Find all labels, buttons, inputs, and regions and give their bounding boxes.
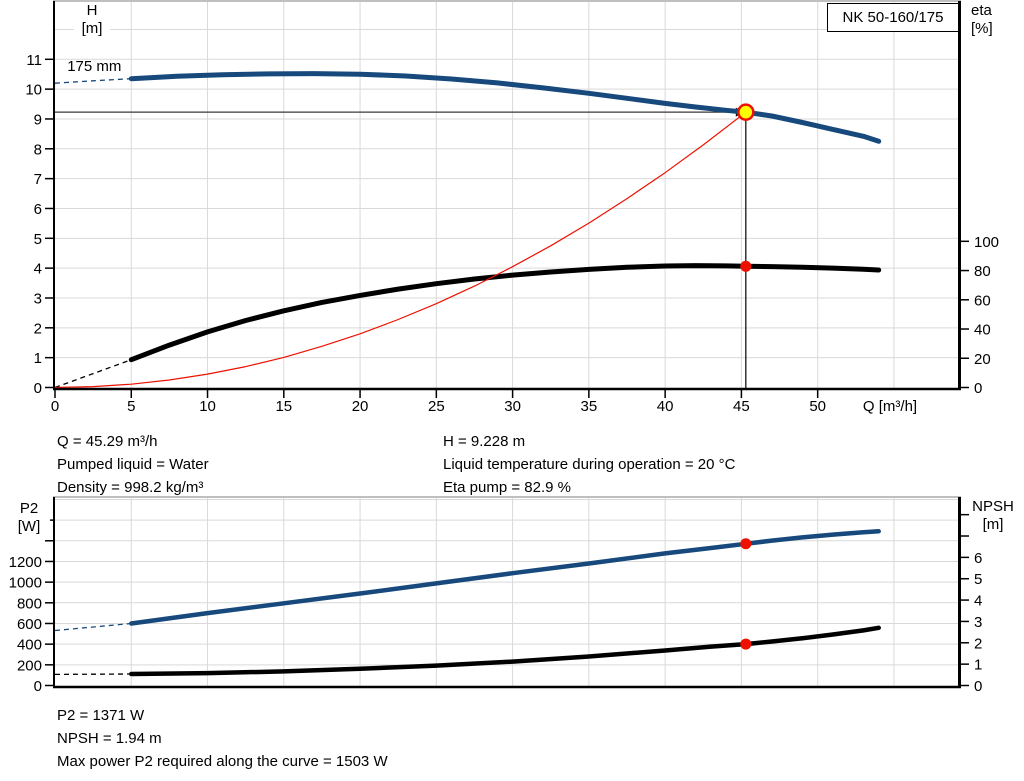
svg-text:6: 6 — [34, 201, 42, 218]
info-line-npsh: NPSH = 1.94 m — [57, 730, 162, 747]
svg-text:5: 5 — [34, 231, 42, 248]
svg-text:8: 8 — [34, 141, 42, 158]
p2-curve-dashed — [54, 622, 132, 632]
duty-info-left: Q = 45.29 m³/h Pumped liquid = Water Den… — [57, 430, 209, 499]
x-axis-label: Q [m³/h] — [863, 398, 917, 415]
svg-text:5: 5 — [974, 571, 982, 588]
svg-text:35: 35 — [581, 398, 598, 415]
info-line-density: Density = 998.2 kg/m³ — [57, 479, 204, 496]
svg-text:0: 0 — [974, 678, 982, 695]
svg-text:1: 1 — [974, 657, 982, 674]
p2-npsh-chart-right-ticks: 0 1 2 3 4 5 6 — [961, 513, 982, 695]
svg-text:0: 0 — [51, 398, 59, 415]
svg-text:400: 400 — [17, 637, 42, 654]
p2-curve — [129, 529, 881, 626]
svg-text:20: 20 — [352, 398, 369, 415]
qh-eta-chart-grid — [55, 2, 958, 388]
svg-text:1: 1 — [34, 350, 42, 367]
svg-text:0: 0 — [34, 678, 42, 695]
svg-text:11: 11 — [26, 52, 42, 69]
p2-npsh-chart-left-ticks: 0 200 400 600 800 1000 1200 — [9, 519, 53, 695]
info-line-temperature: Liquid temperature during operation = 20… — [443, 456, 736, 473]
efficiency-curve-dashed — [54, 359, 132, 389]
head-curve-175mm-dashed — [54, 78, 132, 84]
svg-text:60: 60 — [974, 292, 991, 309]
info-line-p2: P2 = 1371 W — [57, 707, 145, 724]
info-line-q: Q = 45.29 m³/h — [57, 433, 158, 450]
p2-point-marker — [740, 538, 752, 550]
svg-text:9: 9 — [34, 111, 42, 128]
svg-text:20: 20 — [974, 351, 991, 368]
qh-eta-chart-frame — [53, 0, 961, 391]
npsh-axis-title: NPSH [m] — [972, 498, 1014, 533]
qh-eta-chart-x-ticks: 0 5 10 15 20 25 30 35 40 45 50 — [51, 390, 826, 415]
npsh-point-marker — [740, 638, 752, 650]
svg-text:200: 200 — [17, 657, 42, 674]
duty-guide-lines — [55, 107, 747, 388]
eta-axis-title: eta [%] — [971, 2, 993, 37]
impeller-diameter-label: 175 mm — [67, 58, 121, 75]
npsh-curve — [129, 625, 881, 677]
svg-text:5: 5 — [127, 398, 135, 415]
duty-info-right: H = 9.228 m Liquid temperature during op… — [443, 430, 735, 499]
svg-text:600: 600 — [17, 616, 42, 633]
p2-npsh-chart: 0 200 400 600 800 1000 1200 0 1 2 3 4 5 6 — [9, 496, 982, 695]
svg-text:2: 2 — [974, 635, 982, 652]
efficiency-point-marker — [740, 260, 752, 272]
head-curve-175mm — [128, 71, 882, 144]
p2-npsh-chart-frame — [53, 496, 961, 689]
svg-text:80: 80 — [974, 263, 991, 280]
system-curve — [54, 111, 747, 389]
info-line-liquid: Pumped liquid = Water — [57, 456, 209, 473]
svg-text:40: 40 — [974, 322, 991, 339]
p2-npsh-chart-grid — [55, 498, 958, 686]
svg-text:45: 45 — [733, 398, 750, 415]
qh-eta-chart: 0 5 10 15 20 25 30 35 40 45 50 Q [m³/h]012345678910… — [25, 0, 999, 415]
svg-text:1000: 1000 — [9, 575, 42, 592]
svg-text:50: 50 — [809, 398, 826, 415]
power-info: P2 = 1371 W NPSH = 1.94 m Max power P2 r… — [57, 704, 388, 773]
efficiency-curve — [128, 263, 882, 363]
info-line-eta: Eta pump = 82.9 % — [443, 479, 571, 496]
head-axis-title: H [m] — [74, 2, 110, 38]
info-line-head: H = 9.228 m — [443, 433, 526, 450]
svg-text:1200: 1200 — [9, 554, 42, 571]
svg-text:2: 2 — [34, 320, 42, 337]
svg-text:100: 100 — [974, 234, 999, 251]
svg-text:800: 800 — [17, 595, 42, 612]
info-line-maxpower: Max power P2 required along the curve = … — [57, 753, 388, 770]
svg-text:3: 3 — [34, 290, 42, 307]
qh-eta-chart-right-ticks: 0 20 40 60 80 100 — [961, 234, 999, 397]
svg-text:6: 6 — [974, 550, 982, 567]
svg-text:7: 7 — [34, 171, 42, 188]
duty-point-marker — [737, 103, 755, 121]
svg-text:25: 25 — [428, 398, 445, 415]
svg-text:0: 0 — [34, 380, 42, 397]
svg-text:10: 10 — [199, 398, 216, 415]
svg-text:4: 4 — [974, 593, 982, 610]
svg-text:3: 3 — [974, 614, 982, 631]
p2-axis-title: P2 [W] — [8, 500, 50, 536]
pump-model-box: NK 50-160/175 — [827, 3, 959, 32]
qh-eta-chart-left-ticks: 0 1 2 3 4 5 6 7 8 9 10 11 — [25, 52, 53, 397]
svg-text:30: 30 — [504, 398, 521, 415]
svg-text:15: 15 — [275, 398, 292, 415]
svg-text:4: 4 — [34, 261, 42, 278]
svg-text:40: 40 — [657, 398, 674, 415]
svg-text:0: 0 — [974, 380, 982, 397]
svg-text:10: 10 — [25, 82, 42, 99]
